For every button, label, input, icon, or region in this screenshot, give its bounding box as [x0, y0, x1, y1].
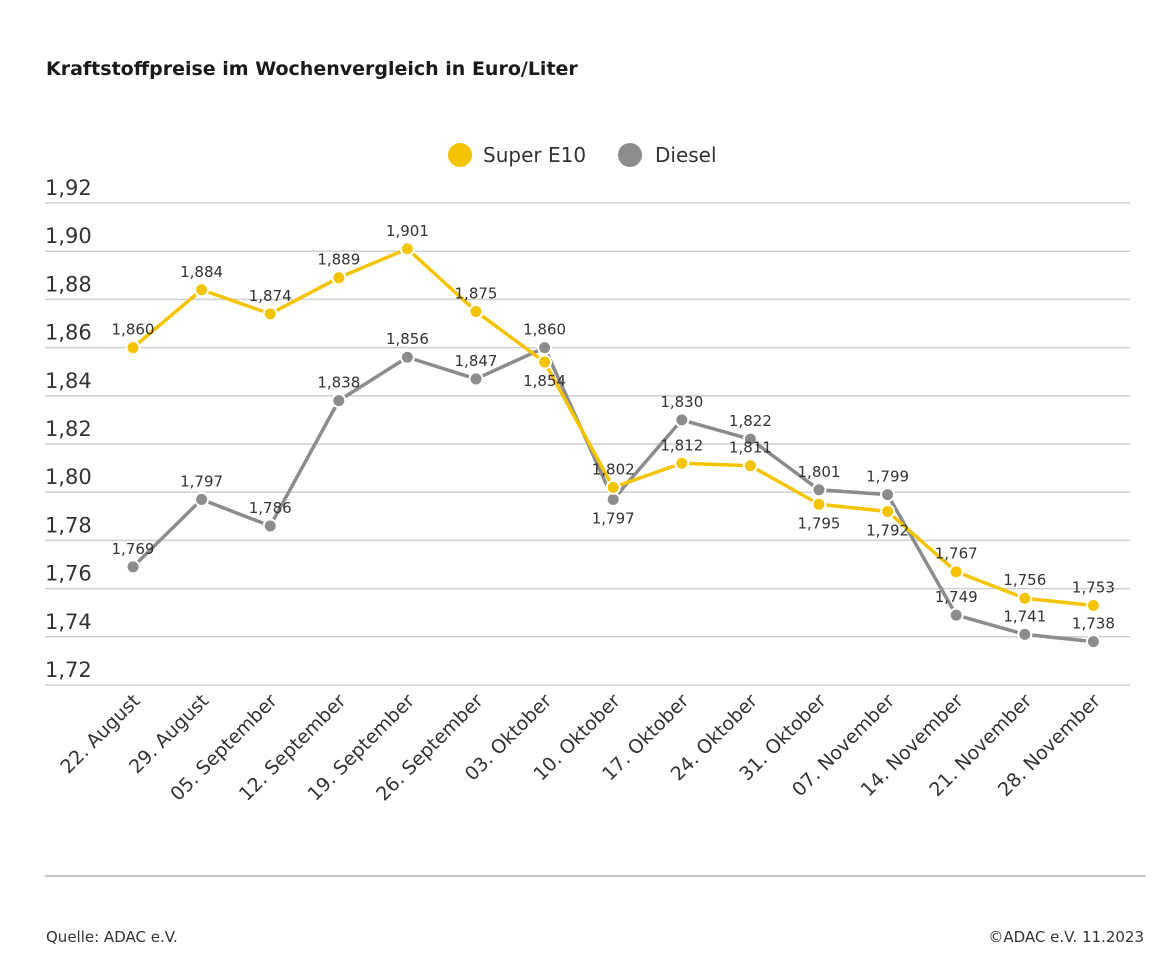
data-point: [1085, 634, 1101, 650]
data-point: [674, 455, 690, 471]
y-tick-label: 1,92: [45, 176, 92, 200]
legend-label-super-e10: Super E10: [483, 143, 586, 167]
data-point: [194, 282, 210, 298]
data-label: 1,838: [317, 374, 360, 392]
data-point: [948, 564, 964, 580]
legend-marker-diesel: [618, 143, 642, 167]
data-label: 1,860: [523, 321, 566, 339]
data-label: 1,767: [935, 545, 978, 563]
data-point: [605, 479, 621, 495]
data-label: 1,769: [112, 540, 155, 558]
data-label: 1,797: [592, 509, 635, 527]
data-point: [399, 349, 415, 365]
data-label: 1,797: [180, 472, 223, 490]
data-label: 1,801: [798, 463, 841, 481]
line-chart: 1,92 1,90 1,88 1,86 1,84 1,82 1,80 1,78 1,76 1,74…: [45, 143, 1146, 877]
data-label: 1,786: [249, 499, 292, 517]
data-point: [331, 393, 347, 409]
data-label: 1,738: [1072, 615, 1115, 633]
chart-title: Kraftstoffpreise im Wochenvergleich in E…: [46, 58, 578, 80]
data-point: [194, 491, 210, 507]
data-label: 1,812: [660, 436, 703, 454]
data-point: [811, 482, 827, 498]
data-label: 1,860: [112, 321, 155, 339]
data-label: 1,875: [455, 284, 498, 302]
data-label: 1,901: [386, 222, 429, 240]
data-label: 1,856: [386, 330, 429, 348]
data-point: [331, 270, 347, 286]
data-label: 1,802: [592, 460, 635, 478]
y-tick-label: 1,76: [45, 562, 92, 586]
data-label: 1,756: [1003, 571, 1046, 589]
data-label: 1,847: [455, 352, 498, 370]
data-label: 1,753: [1072, 578, 1115, 596]
y-tick-label: 1,88: [45, 272, 92, 296]
data-point: [742, 431, 758, 447]
data-label: 1,874: [249, 287, 292, 305]
data-point: [880, 487, 896, 503]
y-tick-label: 1,74: [45, 610, 92, 634]
data-label: 1,822: [729, 412, 772, 430]
data-point: [880, 503, 896, 519]
data-point: [125, 340, 141, 356]
data-point: [811, 496, 827, 512]
data-label: 1,741: [1003, 607, 1046, 625]
data-point: [1085, 597, 1101, 613]
legend-marker-super-e10: [448, 143, 472, 167]
data-point: [262, 518, 278, 534]
data-label: 1,889: [317, 251, 360, 269]
y-tick-label: 1,80: [45, 465, 92, 489]
data-label: 1,854: [523, 372, 566, 390]
data-point: [948, 607, 964, 623]
data-point: [674, 412, 690, 428]
y-tick-label: 1,82: [45, 417, 92, 441]
legend-label-diesel: Diesel: [655, 143, 717, 167]
y-tick-label: 1,72: [45, 658, 92, 682]
data-label: 1,795: [798, 514, 841, 532]
data-point: [1017, 590, 1033, 606]
y-tick-label: 1,84: [45, 369, 92, 393]
y-tick-label: 1,78: [45, 513, 92, 537]
y-tick-label: 1,86: [45, 321, 92, 345]
data-point: [468, 371, 484, 387]
data-label: 1,811: [729, 439, 772, 457]
data-point: [399, 241, 415, 257]
data-label: 1,830: [660, 393, 703, 411]
data-label: 1,799: [866, 468, 909, 486]
data-point: [537, 340, 553, 356]
source-note: Quelle: ADAC e.V.: [46, 928, 178, 946]
data-point: [262, 306, 278, 322]
data-point: [742, 458, 758, 474]
data-label: 1,792: [866, 521, 909, 539]
data-point: [1017, 626, 1033, 642]
y-tick-label: 1,90: [45, 224, 92, 248]
data-label: 1,749: [935, 588, 978, 606]
copyright-note: ©ADAC e.V. 11.2023: [988, 928, 1144, 946]
data-point: [125, 559, 141, 575]
data-label: 1,884: [180, 263, 223, 281]
data-point: [468, 303, 484, 319]
data-point: [537, 354, 553, 370]
